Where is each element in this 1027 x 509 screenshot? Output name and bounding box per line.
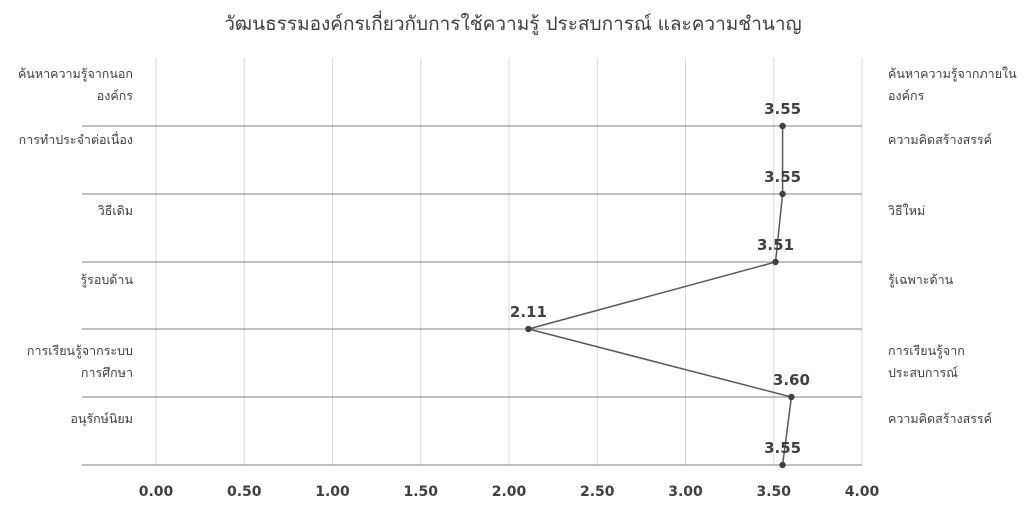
data-point <box>779 461 786 469</box>
left-category-label: อนุรักษ์นิยม <box>70 411 133 427</box>
right-category-label: ความคิดสร้างสรรค์ <box>888 132 992 147</box>
data-point <box>779 190 786 198</box>
left-category-label: การเรียนรู้จากระบบการศึกษา <box>27 343 133 380</box>
x-tick-label: 0.50 <box>227 484 262 500</box>
data-point <box>525 325 532 333</box>
x-tick-label: 3.00 <box>668 484 703 500</box>
x-tick-label: 1.00 <box>315 484 350 500</box>
x-tick-label: 0.00 <box>139 484 174 500</box>
chart-title: วัฒนธรรมองค์กรเกี่ยวกับการใช้ความรู้ ประ… <box>224 10 801 35</box>
series-polyline <box>525 126 793 466</box>
x-tick-label: 1.50 <box>403 484 438 500</box>
x-tick-label: 3.50 <box>756 484 791 500</box>
left-category-label: ค้นหาความรู้จากนอกองค์กร <box>18 66 133 103</box>
x-axis-tick-labels: 0.00 0.50 1.00 1.50 2.00 2.50 3.00 3.50 4.00 <box>139 484 880 500</box>
left-category-label: วิธีเดิม <box>98 203 133 218</box>
series-line <box>525 126 793 466</box>
right-category-label: วิธีใหม่ <box>888 203 925 218</box>
x-tick-label: 4.00 <box>845 484 880 500</box>
right-category-label: รู้เฉพาะด้าน <box>888 272 954 288</box>
left-category-label: รู้รอบด้าน <box>80 272 133 288</box>
data-label: 3.51 <box>757 236 794 254</box>
left-category-label: การทำประจำต่อเนื่อง <box>19 131 133 147</box>
right-category-label: การเรียนรู้จากประสบการณ์ <box>888 343 965 380</box>
data-label: 2.11 <box>510 303 547 321</box>
data-labels: 3.55 3.55 3.51 2.11 3.60 3.55 <box>510 100 810 457</box>
data-point <box>779 122 786 130</box>
right-category-label: ความคิดสร้างสรรค์ <box>888 411 992 426</box>
x-tick-label: 2.50 <box>580 484 615 500</box>
data-label: 3.55 <box>764 100 801 118</box>
data-point <box>788 393 795 401</box>
data-point <box>772 258 779 266</box>
row-separators <box>82 125 862 466</box>
left-category-labels: ค้นหาความรู้จากนอกองค์กรการทำประจำต่อเนื… <box>18 66 134 427</box>
data-points <box>525 122 795 469</box>
data-label: 3.60 <box>773 371 810 389</box>
right-category-label: ค้นหาความรู้จากภายในองค์กร <box>888 66 1017 103</box>
data-label: 3.55 <box>764 439 801 457</box>
x-tick-label: 2.00 <box>492 484 527 500</box>
data-label: 3.55 <box>764 168 801 186</box>
right-category-labels: ค้นหาความรู้จากภายในองค์กรความคิดสร้างสร… <box>888 66 1017 426</box>
